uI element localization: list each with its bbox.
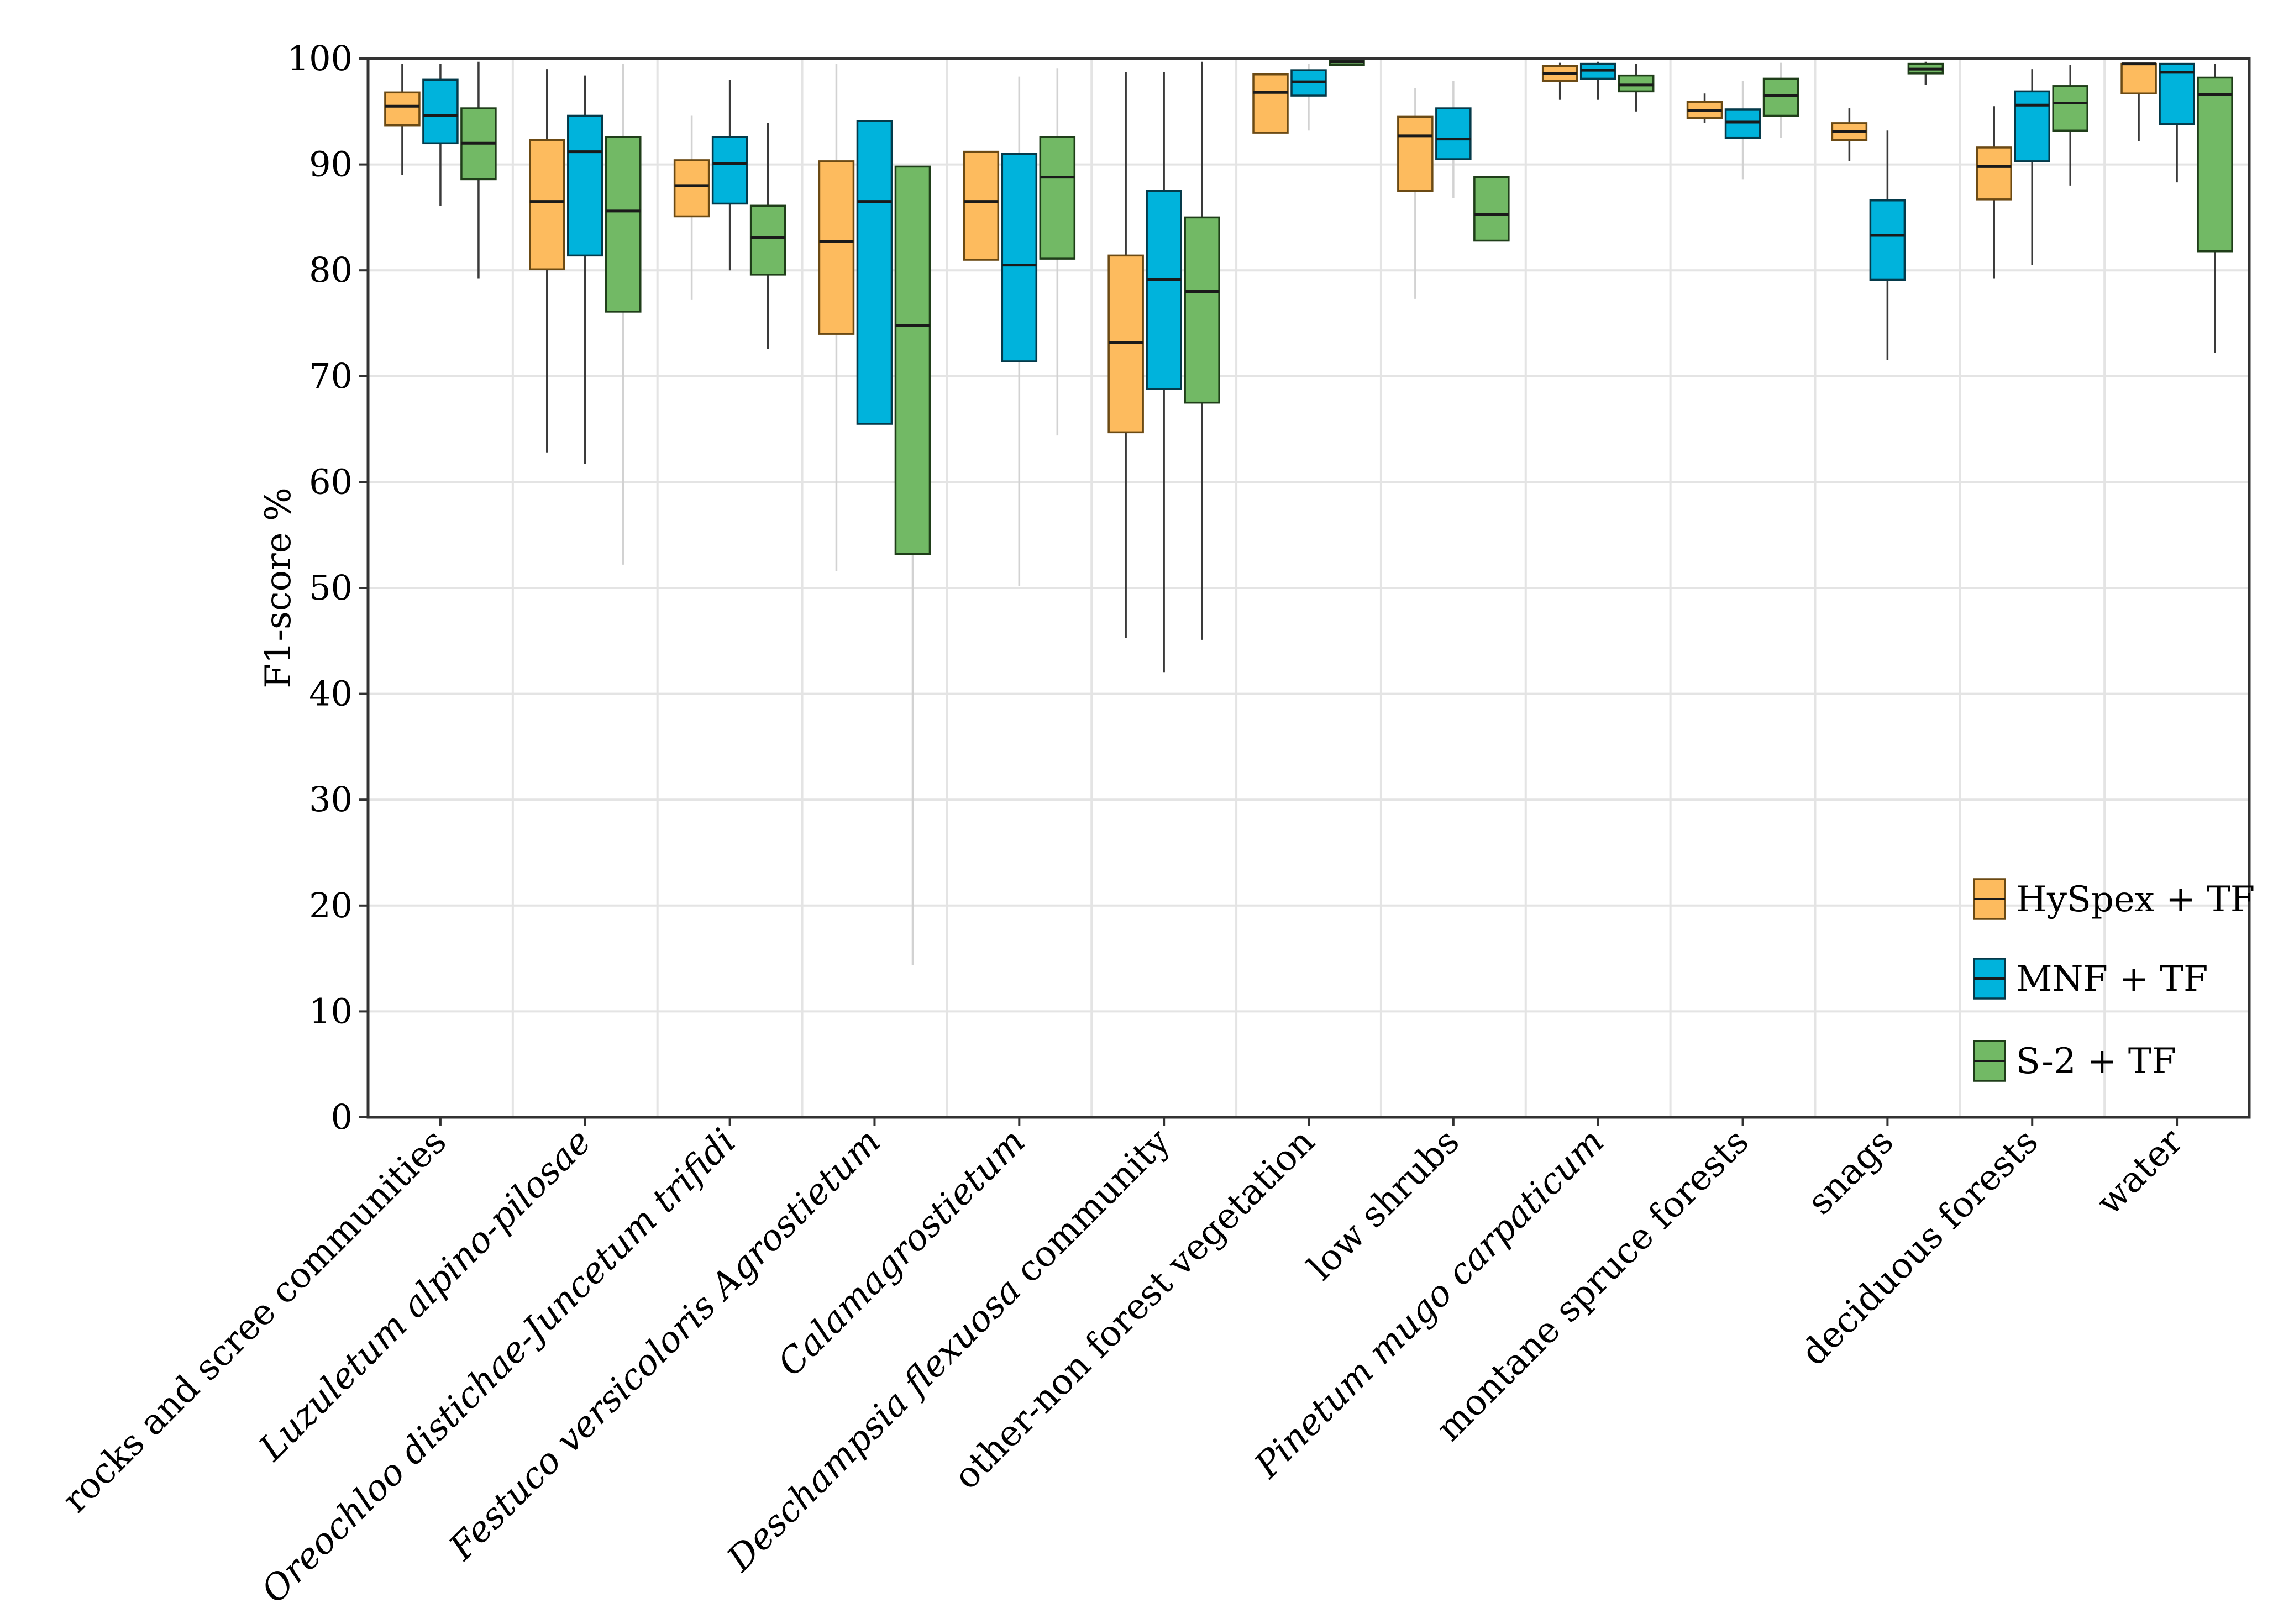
box-mnf-tf: [567, 75, 603, 464]
legend-label: MNF + TF: [2016, 959, 2208, 1000]
x-tick-label: montane spruce forests: [1429, 1121, 1757, 1449]
y-tick-label: 70: [309, 356, 353, 396]
box-body: [1976, 146, 2012, 201]
box-body: [749, 204, 786, 276]
box-s-2-tf: [2052, 65, 2088, 186]
y-tick-label: 10: [309, 991, 353, 1031]
box-hyspex-tf: [529, 69, 565, 453]
y-tick-label: 40: [309, 674, 353, 714]
box-s-2-tf: [1184, 61, 1220, 640]
y-tick-label: 80: [309, 250, 353, 290]
box-mnf-tf: [856, 120, 893, 425]
box-body: [2014, 90, 2050, 162]
box-body: [894, 165, 931, 555]
box-mnf-tf: [1435, 81, 1472, 198]
box-s-2-tf: [1039, 68, 1076, 436]
box-s-2-tf: [749, 123, 786, 349]
legend-label: S-2 + TF: [2016, 1041, 2176, 1082]
box-body: [1107, 254, 1144, 434]
y-axis: 0 10 20 30 40 50 60 70 80 90 100: [287, 38, 368, 1137]
legend-label: HySpex + TF: [2016, 879, 2255, 920]
box-body: [1618, 74, 1655, 93]
box-s-2-tf: [1907, 61, 1944, 85]
box-body: [1001, 153, 1038, 362]
box-hyspex-tf: [1686, 93, 1723, 123]
box-hyspex-tf: [963, 150, 1000, 261]
box-hyspex-tf: [1252, 73, 1289, 134]
box-body: [1762, 77, 1799, 117]
box-body: [1252, 73, 1289, 134]
box-hyspex-tf: [1107, 72, 1144, 638]
legend-item: MNF + TF: [1973, 958, 2208, 1000]
box-mnf-tf: [2159, 62, 2195, 183]
box-body: [605, 136, 642, 313]
x-tick-label: Calamagrostietum: [770, 1121, 1033, 1384]
legend-item: S-2 + TF: [1973, 1040, 2176, 1082]
box-hyspex-tf: [1831, 108, 1868, 161]
y-tick-label: 90: [309, 144, 353, 185]
box-body: [1724, 108, 1761, 139]
y-tick-label: 100: [287, 38, 353, 78]
box-body: [2052, 85, 2088, 132]
box-s-2-tf: [1762, 62, 1799, 138]
y-axis-title: F1-score %: [258, 487, 299, 689]
box-body: [1473, 176, 1510, 242]
box-hyspex-tf: [1976, 106, 2012, 279]
box-body: [818, 160, 855, 335]
x-tick-label: snags: [1800, 1121, 1902, 1223]
box-body: [963, 150, 1000, 261]
box-body: [529, 139, 565, 271]
gridlines: [368, 57, 2249, 1118]
box-body: [1869, 199, 1906, 281]
y-tick-label: 30: [309, 779, 353, 819]
box-body: [673, 159, 710, 218]
box-plots: [384, 59, 2233, 965]
box-mnf-tf: [422, 64, 459, 206]
box-body: [422, 78, 459, 145]
box-s-2-tf: [605, 64, 642, 565]
box-mnf-tf: [711, 80, 748, 271]
box-body: [2159, 62, 2195, 125]
box-hyspex-tf: [818, 64, 855, 571]
x-tick-label: deciduous forests: [1793, 1121, 2046, 1374]
y-tick-label: 20: [309, 885, 353, 926]
box-s-2-tf: [460, 61, 497, 279]
box-mnf-tf: [1290, 64, 1327, 131]
box-mnf-tf: [1869, 130, 1906, 361]
box-body: [1397, 115, 1434, 192]
box-body: [384, 91, 421, 127]
box-s-2-tf: [1473, 176, 1510, 242]
box-body: [1039, 136, 1076, 260]
box-mnf-tf: [1001, 76, 1038, 586]
y-tick-label: 0: [331, 1097, 353, 1137]
box-body: [2120, 62, 2157, 94]
y-tick-label: 50: [309, 567, 353, 608]
legend-item: HySpex + TF: [1973, 878, 2255, 920]
box-mnf-tf: [1579, 61, 1616, 100]
box-body: [1146, 190, 1182, 390]
box-s-2-tf: [2197, 64, 2233, 353]
box-hyspex-tf: [1541, 62, 1578, 100]
box-mnf-tf: [1146, 72, 1182, 673]
box-s-2-tf: [894, 165, 931, 965]
box-body: [567, 114, 603, 257]
box-hyspex-tf: [673, 115, 710, 300]
box-hyspex-tf: [384, 64, 421, 175]
box-hyspex-tf: [1397, 88, 1434, 299]
box-body: [2197, 76, 2233, 253]
box-mnf-tf: [1724, 81, 1761, 180]
legend: HySpex + TF MNF + TF S-2 + TF: [1973, 878, 2255, 1082]
x-tick-label: water: [2089, 1121, 2191, 1223]
box-body: [711, 136, 748, 205]
box-body: [1435, 107, 1472, 160]
box-s-2-tf: [1329, 59, 1365, 66]
box-s-2-tf: [1618, 64, 1655, 112]
y-tick-label: 60: [309, 461, 353, 502]
box-mnf-tf: [2014, 69, 2050, 265]
box-body: [1184, 216, 1220, 404]
box-body: [856, 120, 893, 425]
box-hyspex-tf: [2120, 62, 2157, 141]
